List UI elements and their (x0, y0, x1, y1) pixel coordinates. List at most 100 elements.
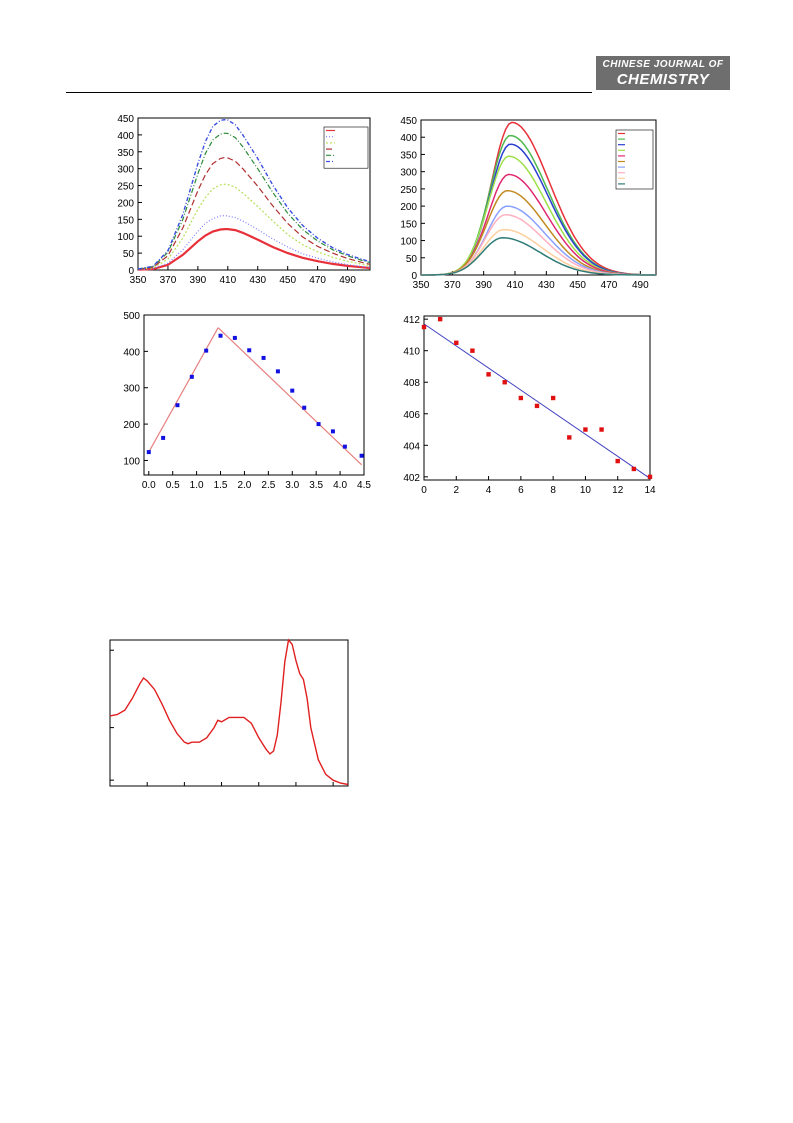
y-tick-label: 100 (123, 456, 140, 467)
x-tick-label: 450 (569, 280, 586, 291)
data-point (550, 395, 556, 401)
plot-frame (423, 315, 651, 481)
x-tick-label: 430 (538, 280, 555, 291)
x-tick-label: 12 (612, 485, 624, 496)
data-point (534, 403, 540, 409)
data-point (175, 403, 180, 408)
data-point (421, 324, 427, 330)
data-point (454, 340, 459, 346)
series-line-no-copper (137, 227, 371, 271)
series-line-copper-02 (137, 183, 371, 270)
series-line-copper-01 (137, 214, 371, 271)
y-tick-label: 404 (403, 441, 420, 452)
chart-e-xps-spectrum (109, 638, 349, 787)
y-tick-label: 410 (403, 347, 420, 358)
x-tick-label: 390 (475, 280, 492, 291)
data-point (583, 427, 588, 432)
x-tick-label: 450 (279, 275, 296, 286)
y-tick-label: 412 (403, 315, 420, 326)
data-point (631, 466, 637, 472)
y-tick-label: 50 (406, 254, 418, 265)
x-tick-label: 3.0 (285, 480, 299, 491)
plot-frame (143, 314, 365, 476)
x-tick-label: 3.5 (309, 480, 323, 491)
y-tick-label: 450 (117, 114, 134, 125)
y-tick-label: 0 (411, 271, 417, 282)
y-tick-label: 0 (128, 266, 134, 277)
x-tick-label: 2 (454, 485, 460, 496)
series-line-copper-03 (137, 156, 371, 270)
y-tick-label: 450 (400, 116, 417, 127)
chart-b-fluorescence-spectra: 350 370 390 410 430 450 470 490 0 50 100 150 200 250 3… (400, 116, 657, 291)
plot-frame (137, 117, 371, 271)
y-tick-label: 250 (117, 182, 134, 193)
y-tick-label: 408 (403, 378, 420, 389)
data-point (316, 422, 321, 427)
x-tick-label: 430 (249, 275, 266, 286)
x-tick-label: 350 (130, 275, 147, 286)
y-tick-label: 400 (117, 131, 134, 142)
y-tick-label: 400 (400, 133, 417, 144)
x-tick-label: 2.5 (261, 480, 275, 491)
series-line-copper-05 (137, 118, 371, 270)
data-point (232, 335, 237, 340)
x-tick-label: 4 (486, 485, 492, 496)
x-tick-label: 14 (644, 485, 656, 496)
data-point (204, 348, 209, 353)
y-tick-label: 250 (400, 185, 417, 196)
data-point (342, 444, 347, 449)
data-point (302, 405, 307, 410)
series-line-copper-11 (421, 189, 656, 276)
x-tick-label: 350 (413, 280, 430, 291)
x-tick-label: 390 (190, 275, 207, 286)
fit-line (148, 327, 219, 453)
data-point (189, 374, 194, 379)
data-point (502, 380, 507, 385)
y-tick-label: 406 (403, 410, 420, 421)
data-point (290, 388, 295, 393)
y-tick-label: 350 (400, 150, 417, 161)
data-point (647, 474, 653, 480)
data-point (247, 348, 252, 353)
data-point (486, 372, 491, 377)
data-point (261, 355, 266, 360)
data-point (330, 429, 335, 434)
chart-c-fl-intensity-vs-copper: 0.0 0.5 1.0 1.5 2.0 2.5 3.0 3.5 4.0 4.5 100 200 300 4… (123, 311, 371, 491)
data-point (518, 395, 524, 401)
y-tick-label: 402 (403, 473, 420, 484)
x-tick-label: 10 (580, 485, 592, 496)
data-point (218, 333, 223, 338)
y-tick-label: 200 (400, 202, 417, 213)
journal-banner: CHINESE JOURNAL OF CHEMISTRY (596, 56, 730, 90)
x-tick-label: 370 (444, 280, 461, 291)
data-point (567, 435, 572, 440)
y-tick-label: 100 (400, 237, 417, 248)
header-rule (66, 92, 592, 93)
plot-frame (109, 639, 349, 787)
fit-line (423, 323, 651, 479)
x-tick-label: 0.5 (166, 480, 180, 491)
x-tick-label: 470 (601, 280, 618, 291)
data-point (146, 450, 151, 455)
x-tick-label: 1.5 (214, 480, 228, 491)
data-point (437, 316, 443, 322)
x-tick-label: 410 (507, 280, 524, 291)
data-point (275, 369, 280, 374)
x-tick-label: 410 (219, 275, 236, 286)
data-point (599, 427, 604, 432)
x-tick-label: 490 (339, 275, 356, 286)
chart-d-wavelength-vs-additions: 0 2 4 6 8 10 12 14 402 404 406 408 410 412 (403, 315, 656, 496)
y-tick-label: 150 (400, 219, 417, 230)
fit-line (217, 327, 363, 466)
data-point (470, 348, 475, 353)
legend-box (615, 129, 654, 190)
y-tick-label: 300 (117, 165, 134, 176)
y-tick-label: 150 (117, 215, 134, 226)
x-tick-label: 8 (550, 485, 556, 496)
series-line-copper-04 (137, 132, 371, 270)
x-tick-label: 0.0 (142, 480, 156, 491)
y-tick-label: 50 (123, 249, 135, 260)
chart-a-fluorescence-spectra: 350 370 390 410 430 450 470 490 0 50 100 150 200 250 3… (117, 114, 371, 286)
x-tick-label: 1.0 (190, 480, 204, 491)
x-tick-label: 470 (309, 275, 326, 286)
